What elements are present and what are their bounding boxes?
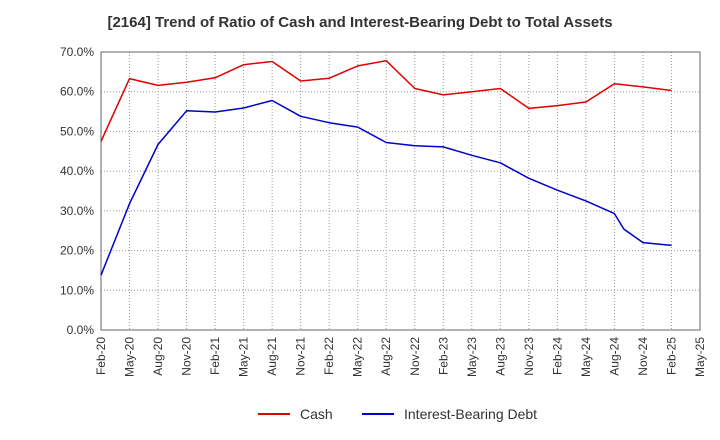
legend-label-0: Cash [300,406,333,422]
y-tick-label: 30.0% [60,204,94,218]
x-tick-label: May-23 [465,337,479,377]
series-line-0 [100,59,672,142]
legend-label-1: Interest-Bearing Debt [404,406,537,422]
y-tick-label: 60.0% [60,85,94,99]
x-tick-label: Aug-21 [265,337,279,376]
x-tick-label: Feb-22 [322,337,336,375]
axis-layer: 0.0% 10.0% 20.0% 30.0% 40.0% 50.0% 60.0% 70.0% F… [60,45,707,377]
y-tick-label: 40.0% [60,164,94,178]
y-tick-label: 50.0% [60,124,94,138]
x-tick-label: May-24 [579,337,593,377]
plot-frame [100,51,701,331]
y-tick-label: 20.0% [60,244,94,258]
x-tick-label: Feb-21 [208,337,222,375]
x-tick-label: May-20 [123,337,137,377]
x-tick-label: May-22 [351,337,365,377]
series-layer [100,59,672,276]
chart-title: [2164] Trend of Ratio of Cash and Intere… [107,14,613,31]
x-tick-label: Nov-21 [294,337,308,376]
x-tick-label: Aug-22 [379,337,393,376]
x-tick-label: Aug-24 [607,337,621,376]
x-tick-label: Nov-22 [408,337,422,376]
x-tick-label: Nov-24 [636,337,650,376]
x-tick-label: May-21 [237,337,251,377]
y-tick-label: 10.0% [60,283,94,297]
x-tick-label: Feb-24 [550,337,564,375]
x-tick-label: Aug-20 [151,337,165,376]
x-tick-label: Feb-20 [94,337,108,375]
x-tick-label: Aug-23 [493,337,507,376]
y-tick-label: 70.0% [60,45,94,59]
legend-layer: Cash Interest-Bearing Debt [258,406,537,422]
y-tick-label: 0.0% [67,323,95,337]
x-tick-label: Nov-20 [180,337,194,376]
grid-layer [100,51,701,331]
series-line-1 [100,99,672,276]
x-tick-label: Feb-25 [664,337,678,375]
x-tick-label: Nov-23 [522,337,536,376]
x-tick-label: May-25 [693,337,707,377]
x-tick-label: Feb-23 [436,337,450,375]
